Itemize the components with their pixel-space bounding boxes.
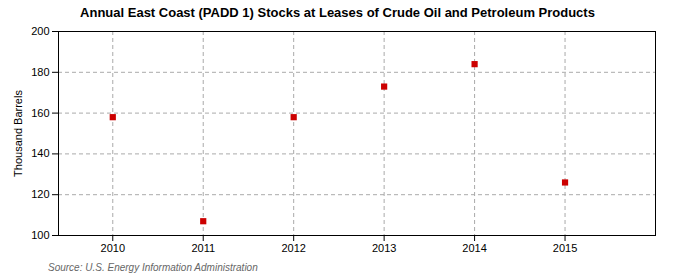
svg-text:Thousand Barrels: Thousand Barrels: [12, 90, 24, 177]
svg-text:2014: 2014: [462, 242, 486, 254]
svg-text:2015: 2015: [553, 242, 577, 254]
svg-text:200: 200: [31, 25, 49, 37]
svg-text:140: 140: [31, 147, 49, 159]
html-text:Annual East Coast (PADD 1) Sto: Annual East Coast (PADD 1) Stocks at Lea…: [80, 5, 595, 20]
svg-text:2010: 2010: [101, 242, 125, 254]
svg-text:120: 120: [31, 188, 49, 200]
svg-text:180: 180: [31, 66, 49, 78]
svg-text:2013: 2013: [372, 242, 396, 254]
svg-text:2012: 2012: [281, 242, 305, 254]
svg-text:160: 160: [31, 107, 49, 119]
html-text:Source: U.S. Energy Informatio: Source: U.S. Energy Information Administ…: [48, 262, 258, 273]
svg-text:100: 100: [31, 229, 49, 241]
svg-text:2011: 2011: [191, 242, 215, 254]
